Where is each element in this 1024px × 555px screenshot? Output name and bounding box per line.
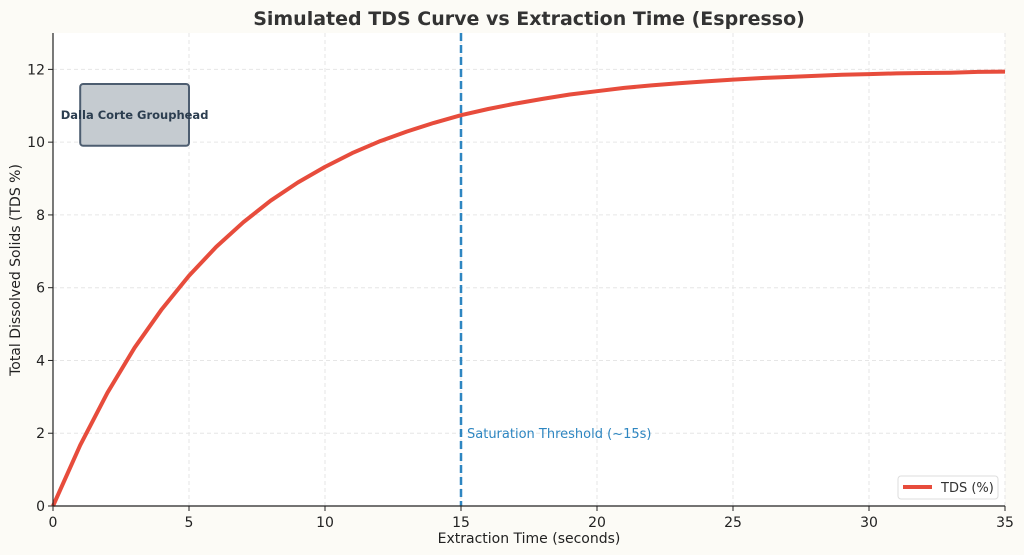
x-tick-label: 30	[860, 515, 878, 531]
y-axis-label: Total Dissolved Solids (TDS %)	[8, 164, 24, 377]
y-tick-label: 10	[27, 135, 45, 151]
plot-area	[53, 33, 1005, 506]
y-tick-label: 6	[36, 281, 45, 297]
legend-frame	[897, 475, 999, 500]
y-tick-label: 8	[36, 208, 45, 224]
annotation-box: Dalla Corte Grouphead	[61, 82, 209, 147]
x-tick-label: 0	[49, 515, 58, 531]
x-axis-label: Extraction Time (seconds)	[438, 531, 621, 547]
x-tick-label: 25	[724, 515, 742, 531]
axis-ticks: 0 5 10 15 20 25 30 35 0 2 4 6 8 10 12	[27, 62, 1014, 531]
y-tick-label: 2	[36, 426, 45, 442]
chart-title: Simulated TDS Curve vs Extraction Time (…	[253, 8, 805, 30]
annotation-rect	[79, 82, 190, 147]
x-tick-label: 20	[588, 515, 606, 531]
vline-label: Saturation Threshold (~15s)	[467, 427, 651, 442]
legend: TDS (%)	[897, 475, 999, 500]
x-tick-label: 35	[996, 515, 1014, 531]
y-tick-label: 4	[36, 353, 45, 369]
saturation-threshold: Saturation Threshold (~15s)	[459, 33, 651, 506]
x-tick-label: 5	[185, 515, 194, 531]
tds-curve	[51, 69, 1006, 507]
y-tick-label: 0	[36, 499, 45, 515]
x-tick-label: 15	[452, 515, 470, 531]
y-tick-label: 12	[27, 62, 45, 78]
annotation-text: Dalla Corte Grouphead	[61, 108, 209, 122]
x-tick-label: 10	[316, 515, 334, 531]
legend-label: TDS (%)	[940, 481, 994, 496]
